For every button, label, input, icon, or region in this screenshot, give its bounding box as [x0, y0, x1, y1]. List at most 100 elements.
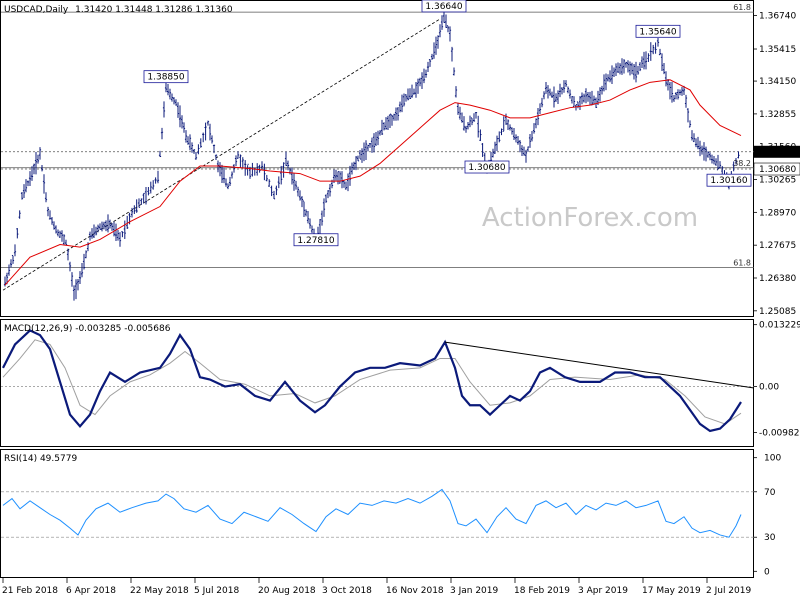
- price-bar: [516, 135, 520, 145]
- y-tick-label: 1.34150: [759, 77, 796, 87]
- price-bar: [628, 61, 632, 76]
- price-bar: [208, 123, 212, 141]
- x-tick-label: 6 Apr 2018: [66, 586, 116, 596]
- macd-y-tick-label: 0.013229: [759, 321, 800, 331]
- price-bar: [636, 65, 640, 75]
- price-bar: [265, 174, 268, 182]
- price-bar: [634, 61, 638, 83]
- price-bar: [178, 105, 182, 128]
- y-tick-label: 1.30265: [759, 176, 796, 186]
- y-tick-label: 1.25085: [759, 307, 796, 317]
- price-bar: [604, 73, 608, 91]
- y-tick-label: 1.28970: [759, 208, 796, 218]
- price-bar: [550, 91, 554, 98]
- price-annotation-box: [706, 173, 752, 187]
- price-bar: [290, 167, 294, 185]
- price-bar: [68, 261, 72, 272]
- price-bar: [342, 180, 346, 188]
- rsi-panel: [0, 449, 754, 578]
- price-bar: [340, 171, 344, 189]
- price-bar: [454, 86, 458, 98]
- macd-signal-line: [2, 339, 742, 425]
- support-price-badge: [753, 162, 800, 176]
- price-bar: [678, 89, 682, 96]
- price-bar: [588, 91, 592, 106]
- price-bar: [130, 207, 134, 218]
- price-bar: [546, 85, 550, 99]
- price-bar: [320, 210, 324, 226]
- price-bar: [310, 225, 314, 234]
- price-bar: [22, 184, 26, 198]
- price-bar: [708, 152, 712, 161]
- price-bar: [302, 200, 306, 218]
- price-bar: [610, 65, 614, 85]
- price-bar: [156, 170, 160, 184]
- price-bar: [462, 116, 466, 131]
- x-tick-label: 5 Jul 2018: [194, 586, 239, 596]
- x-tick-label: 21 Feb 2018: [2, 586, 58, 596]
- price-bar: [398, 101, 402, 113]
- price-bar: [594, 97, 598, 108]
- macd-y-tick-label: 0.00: [759, 383, 779, 393]
- price-bar: [338, 171, 342, 184]
- price-annotation-box: [293, 233, 339, 247]
- price-bar: [204, 122, 207, 141]
- price-bar: [506, 119, 510, 131]
- price-bar: [737, 151, 740, 159]
- price-bar: [372, 133, 376, 153]
- price-bar: [540, 97, 544, 108]
- price-bar: [26, 180, 30, 187]
- price-bar: [572, 96, 576, 108]
- price-bar: [16, 228, 19, 239]
- price-bar: [602, 74, 606, 92]
- price-bar: [360, 148, 364, 163]
- price-bar: [190, 142, 194, 153]
- price-bar: [710, 154, 714, 164]
- price-bar: [647, 53, 650, 62]
- price-bar: [402, 93, 406, 107]
- price-bar: [263, 163, 266, 181]
- price-bar: [306, 211, 310, 224]
- price-bar: [280, 165, 283, 185]
- price-bar: [84, 250, 88, 259]
- price-bar: [328, 183, 332, 197]
- price-bar: [166, 84, 170, 96]
- price-bar: [732, 161, 735, 172]
- price-bar: [734, 158, 738, 165]
- moving-average-line: [4, 79, 742, 286]
- price-bar: [197, 144, 200, 155]
- price-bar: [147, 187, 150, 196]
- price-bar: [514, 134, 518, 143]
- price-bar: [294, 180, 298, 190]
- price-bar: [206, 120, 210, 126]
- price-bar: [218, 162, 222, 177]
- price-bar: [630, 62, 634, 75]
- price-bar: [160, 127, 164, 140]
- price-bar: [36, 154, 40, 164]
- price-annotation-box: [143, 70, 189, 84]
- price-bar: [32, 163, 36, 175]
- price-bar: [716, 154, 720, 171]
- price-bar: [64, 239, 68, 245]
- y-tick-label: 1.35415: [759, 45, 796, 55]
- price-bar: [495, 135, 499, 152]
- price-bar: [123, 220, 126, 239]
- price-bar: [106, 214, 110, 233]
- price-bar: [658, 48, 662, 56]
- price-bar: [508, 124, 512, 131]
- price-bar: [90, 228, 94, 239]
- price-bar: [674, 92, 678, 100]
- price-bar: [656, 38, 660, 47]
- price-bar: [346, 173, 350, 192]
- price-bar: [188, 134, 192, 151]
- price-bar: [688, 120, 692, 128]
- price-bar: [324, 194, 328, 203]
- price-bar: [566, 86, 570, 94]
- price-bar: [384, 117, 388, 130]
- price-bar: [48, 210, 52, 220]
- price-bar: [414, 82, 418, 98]
- x-tick-label: 17 May 2019: [642, 586, 701, 596]
- price-bar: [149, 181, 152, 194]
- price-bar: [210, 135, 214, 144]
- y-tick-label: 1.32855: [759, 110, 796, 120]
